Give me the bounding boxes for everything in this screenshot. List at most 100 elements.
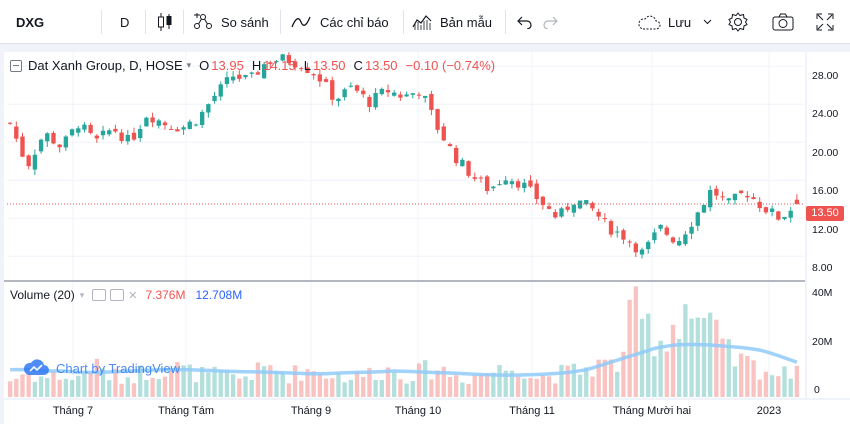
- candle-body: [138, 128, 143, 138]
- volume-value: 7.376M: [145, 288, 186, 302]
- candle-body: [491, 186, 496, 189]
- templates-icon: [412, 13, 432, 31]
- volume-bar: [627, 299, 632, 397]
- volume-bar: [7, 381, 13, 397]
- volume-bar: [410, 381, 415, 397]
- toolbar-divider: [403, 10, 404, 34]
- candle-body: [237, 74, 242, 79]
- time-axis[interactable]: [4, 400, 850, 424]
- candle-body: [720, 196, 725, 198]
- vol-tick-label: 40M: [812, 287, 833, 299]
- gear-icon[interactable]: [110, 289, 125, 301]
- candle-body: [497, 184, 502, 186]
- undo-button[interactable]: [516, 0, 532, 44]
- symbol-search[interactable]: DXG: [16, 0, 44, 44]
- volume-bar: [602, 359, 608, 397]
- volume-bar: [57, 379, 62, 397]
- volume-bar: [453, 375, 459, 397]
- volume-bar: [373, 379, 378, 397]
- volume-bar: [608, 359, 614, 397]
- volume-bar: [144, 380, 149, 397]
- candle-body: [571, 204, 577, 213]
- snapshot-button[interactable]: [771, 0, 795, 44]
- candle-body: [732, 193, 738, 201]
- legend-menu-icon[interactable]: ▾: [186, 60, 192, 70]
- volume-bar: [286, 383, 292, 397]
- candle-body: [472, 177, 477, 179]
- candle-body: [503, 180, 508, 185]
- volume-pane[interactable]: [4, 282, 805, 398]
- volume-bar: [218, 370, 223, 397]
- compare-button[interactable]: So sánh: [193, 0, 269, 44]
- undo-icon: [516, 15, 532, 29]
- toolbar-divider: [183, 10, 184, 34]
- fullscreen-button[interactable]: [816, 0, 834, 44]
- volume-bar: [590, 376, 595, 397]
- volume-bar: [782, 366, 787, 397]
- volume-bar: [683, 304, 688, 397]
- volume-bar: [82, 373, 87, 397]
- settings-button[interactable]: [727, 0, 749, 44]
- candle-body: [646, 241, 651, 250]
- candle-body: [484, 176, 490, 192]
- candle-body: [534, 183, 539, 200]
- volume-bar: [714, 319, 719, 397]
- candle-body: [187, 121, 192, 129]
- candle-body: [627, 241, 632, 243]
- eye-icon[interactable]: [92, 289, 107, 301]
- cloud-icon: [637, 14, 661, 30]
- volume-bar: [515, 376, 521, 397]
- chart-type-button[interactable]: [157, 0, 173, 44]
- candle-body: [565, 206, 570, 210]
- candle-body: [249, 72, 254, 74]
- volume-bar: [385, 367, 391, 397]
- volume-bar: [138, 365, 143, 397]
- volume-bar: [187, 364, 192, 397]
- volume-bar: [689, 318, 694, 397]
- x-tick-label: Tháng 9: [290, 405, 332, 417]
- candle-body: [745, 195, 750, 198]
- candle-body: [76, 128, 81, 133]
- candle-body: [392, 92, 397, 96]
- candle-body: [32, 154, 38, 170]
- candle-body: [453, 147, 459, 164]
- symbol-label: DXG: [16, 14, 45, 30]
- candle-body: [410, 93, 415, 95]
- redo-button[interactable]: [543, 0, 559, 44]
- interval-button[interactable]: D: [120, 0, 129, 44]
- volume-bar: [212, 366, 217, 397]
- x-tick-label: Tháng Mười hai: [612, 405, 692, 417]
- candle-body: [261, 64, 267, 79]
- volume-bar: [38, 376, 44, 397]
- templates-button[interactable]: Bản mẫu: [412, 0, 492, 44]
- chevron-down-icon[interactable]: ▾: [79, 289, 85, 300]
- indicators-button[interactable]: Các chỉ báo: [291, 0, 389, 44]
- save-button[interactable]: Lưu: [637, 0, 712, 44]
- candle-body: [280, 54, 285, 61]
- collapse-icon[interactable]: [10, 59, 22, 72]
- price-axis[interactable]: [807, 52, 850, 398]
- candle-body: [447, 144, 453, 147]
- candle-body: [726, 198, 731, 201]
- volume-bar: [732, 366, 738, 397]
- volume-bar: [416, 363, 422, 397]
- volume-bar: [76, 375, 81, 397]
- volume-bar: [156, 379, 161, 397]
- candle-body: [299, 68, 304, 70]
- candle-body: [268, 62, 273, 64]
- volume-bar: [342, 382, 347, 397]
- candle-body: [546, 206, 552, 209]
- volume-bar: [794, 365, 800, 397]
- ohlc-close: C 13.50: [353, 58, 398, 73]
- redo-icon: [543, 15, 559, 29]
- tradingview-watermark[interactable]: Chart by TradingView: [22, 357, 180, 380]
- close-icon[interactable]: ✕: [128, 289, 138, 302]
- volume-bar: [447, 376, 453, 397]
- volume-bar: [261, 366, 267, 397]
- volume-bar: [311, 371, 316, 397]
- candle-body: [584, 200, 589, 205]
- candle-body: [590, 202, 595, 209]
- volume-bar: [299, 380, 304, 397]
- candle-body: [385, 90, 391, 93]
